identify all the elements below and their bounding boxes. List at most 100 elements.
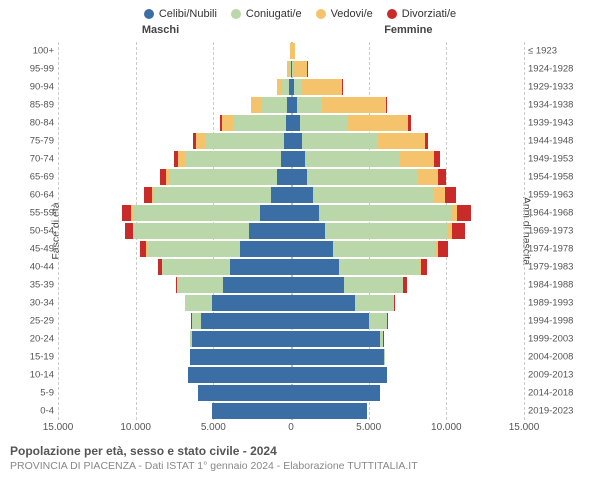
x-tick-label: 10.000 [431, 422, 462, 433]
seg [302, 79, 342, 95]
seg [291, 367, 387, 383]
x-tick-label: 15.000 [509, 422, 540, 433]
seg [282, 79, 289, 95]
bar-female [291, 385, 600, 401]
age-row: 5-92014-2018 [58, 384, 524, 402]
seg [408, 115, 410, 131]
plot-inner: Fasce di età Anni di nascita 100+≤ 19239… [58, 42, 524, 420]
seg [196, 133, 205, 149]
x-tick-label: 10.000 [120, 422, 151, 433]
seg [425, 133, 429, 149]
age-row: 55-591964-1968 [58, 204, 524, 222]
age-row: 75-791944-1948 [58, 132, 524, 150]
legend-label: Celibi/Nubili [159, 8, 217, 20]
seg [333, 241, 436, 257]
seg [319, 205, 451, 221]
bar-male [0, 295, 291, 311]
seg [291, 133, 302, 149]
seg [170, 169, 277, 185]
bar-male [0, 151, 291, 167]
bar-female [291, 187, 600, 203]
seg [297, 97, 322, 113]
seg [291, 259, 339, 275]
seg [271, 187, 291, 203]
seg [291, 223, 325, 239]
bar-female [291, 169, 600, 185]
seg [369, 313, 388, 329]
age-row: 65-691954-1958 [58, 168, 524, 186]
seg [434, 187, 445, 203]
bar-male [0, 223, 291, 239]
seg [147, 241, 240, 257]
bar-male [0, 43, 291, 59]
seg [222, 115, 233, 131]
seg [291, 349, 384, 365]
seg [348, 115, 409, 131]
seg [178, 277, 223, 293]
seg [284, 133, 291, 149]
bar-female [291, 331, 600, 347]
seg [144, 187, 152, 203]
seg [240, 241, 291, 257]
age-row: 30-341989-1993 [58, 294, 524, 312]
seg [294, 79, 302, 95]
seg [185, 295, 211, 311]
bar-female [291, 97, 600, 113]
seg [438, 169, 447, 185]
age-row: 25-291994-1998 [58, 312, 524, 330]
seg [418, 169, 438, 185]
seg [307, 169, 417, 185]
legend-swatch [144, 9, 154, 19]
seg [291, 277, 344, 293]
seg [233, 115, 286, 131]
legend-swatch [387, 9, 397, 19]
seg [125, 223, 134, 239]
age-row: 100+≤ 1923 [58, 42, 524, 60]
bar-male [0, 79, 291, 95]
legend: Celibi/NubiliConiugati/eVedovi/eDivorzia… [10, 8, 590, 20]
seg [394, 295, 395, 311]
bar-female [291, 277, 600, 293]
age-row: 0-42019-2023 [58, 402, 524, 420]
seg [122, 205, 131, 221]
seg [190, 349, 291, 365]
seg [291, 241, 333, 257]
seg [277, 169, 291, 185]
bar-male [0, 259, 291, 275]
seg [434, 151, 440, 167]
age-row: 90-941929-1933 [58, 78, 524, 96]
seg [291, 205, 319, 221]
seg [452, 223, 465, 239]
seg [344, 277, 403, 293]
bar-female [291, 61, 600, 77]
age-row: 40-441979-1983 [58, 258, 524, 276]
seg [291, 385, 380, 401]
bar-female [291, 43, 600, 59]
bar-female [291, 349, 600, 365]
age-row: 95-991924-1928 [58, 60, 524, 78]
bar-female [291, 313, 600, 329]
seg [457, 205, 471, 221]
x-tick-label: 15.000 [43, 422, 74, 433]
seg [260, 205, 291, 221]
bar-female [291, 205, 600, 221]
age-row: 10-142009-2013 [58, 366, 524, 384]
seg [249, 223, 291, 239]
legend-item: Vedovi/e [316, 8, 373, 20]
seg [281, 151, 291, 167]
age-row: 80-841939-1943 [58, 114, 524, 132]
bar-female [291, 241, 600, 257]
pyramid-chart: Celibi/NubiliConiugati/eVedovi/eDivorzia… [0, 0, 600, 500]
seg [305, 151, 400, 167]
seg [192, 313, 201, 329]
seg [386, 97, 387, 113]
seg [313, 187, 434, 203]
chart-subtitle: PROVINCIA DI PIACENZA - Dati ISTAT 1° ge… [10, 460, 590, 472]
bar-female [291, 295, 600, 311]
seg [300, 115, 348, 131]
seg [302, 133, 378, 149]
seg [251, 97, 260, 113]
footer: Popolazione per età, sesso e stato civil… [10, 444, 590, 472]
seg [291, 313, 369, 329]
bar-male [0, 205, 291, 221]
